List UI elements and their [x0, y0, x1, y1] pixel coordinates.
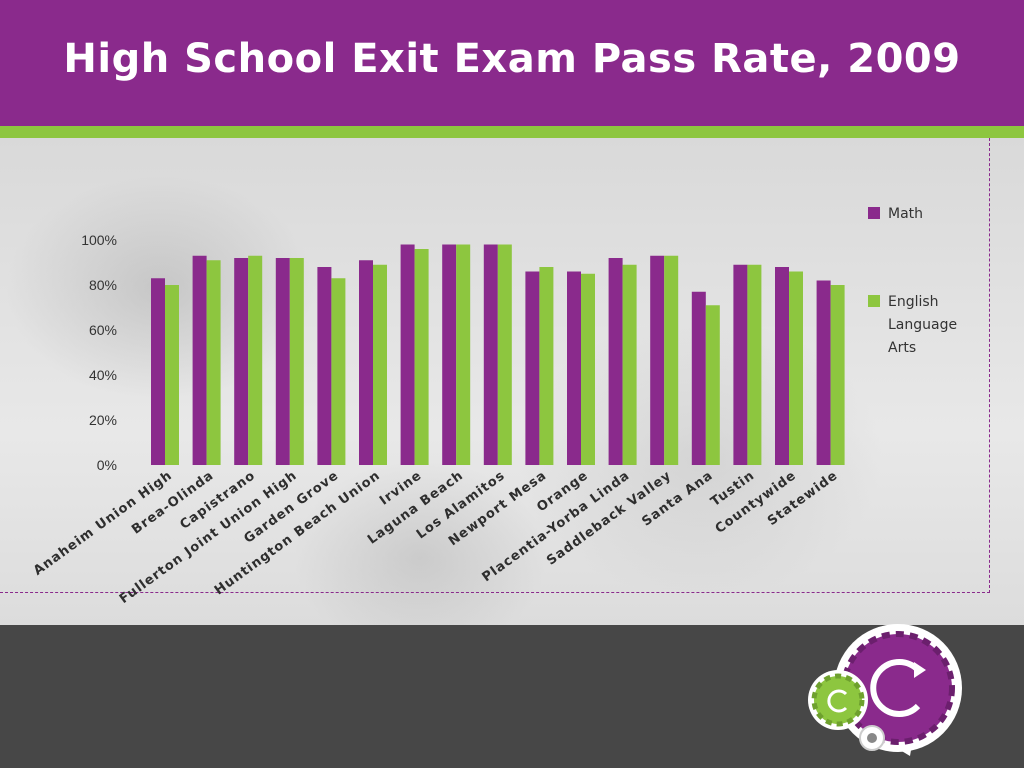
bar-ela-5: [373, 264, 387, 465]
bar-math-5: [359, 260, 373, 465]
bar-math-6: [400, 244, 415, 465]
bar-math-10: [567, 271, 581, 465]
bar-math-11: [608, 258, 623, 465]
y-tick-label: 80%: [89, 277, 117, 293]
bar-math-2: [234, 258, 249, 465]
bar-math-7: [442, 244, 457, 465]
bar-math-4: [317, 267, 332, 465]
small-gear-icon: [811, 673, 865, 727]
bar-ela-6: [414, 249, 429, 465]
bar-math-12: [650, 255, 665, 465]
bars: [151, 244, 845, 465]
bar-ela-11: [622, 264, 637, 465]
legend-label-ela-line2: Language: [888, 317, 958, 333]
gears-logo-icon: [808, 624, 962, 756]
bar-ela-10: [581, 273, 595, 465]
y-tick-label: 60%: [89, 322, 117, 338]
bar-ela-0: [165, 285, 179, 465]
y-tick-label: 0%: [97, 457, 117, 473]
bar-math-14: [733, 264, 748, 465]
x-axis-labels: Anaheim Union HighBrea-OlindaCapistranoF…: [31, 468, 841, 607]
bar-ela-14: [747, 264, 762, 465]
bar-math-8: [483, 244, 498, 465]
legend-swatch-math: [868, 207, 880, 219]
title-accent-stripe: [0, 126, 1024, 138]
bar-ela-12: [664, 255, 679, 465]
bar-ela-8: [497, 244, 512, 465]
bar-math-0: [151, 278, 165, 465]
legend-swatch-ela: [868, 295, 880, 307]
dashed-frame: [0, 138, 990, 593]
bar-math-3: [275, 258, 290, 465]
refresh-arrowhead-icon: [914, 662, 926, 678]
bar-math-1: [192, 255, 207, 465]
y-tick-label: 40%: [89, 367, 117, 383]
bar-ela-7: [456, 244, 471, 465]
y-tick-label: 100%: [81, 232, 117, 248]
legend-label-ela-line3: Arts: [888, 340, 917, 356]
legend-label-ela-line1: English: [888, 294, 939, 310]
bar-math-16: [816, 280, 831, 465]
bar-ela-9: [539, 267, 554, 465]
title-banner: High School Exit Exam Pass Rate, 2009: [0, 0, 1024, 126]
legend-label-math: Math: [888, 206, 924, 222]
bar-ela-15: [789, 271, 803, 465]
bar-math-15: [775, 267, 789, 465]
bar-ela-13: [705, 305, 720, 465]
bar-ela-1: [206, 260, 221, 465]
refresh-arrow-icon: [870, 659, 921, 717]
bar-ela-16: [830, 285, 845, 465]
y-axis: 0% 20% 40% 60% 80% 100%: [81, 232, 117, 473]
bar-ela-3: [289, 258, 304, 465]
bar-ela-4: [331, 278, 346, 465]
bar-ela-2: [248, 255, 263, 465]
bar-math-9: [525, 271, 540, 465]
y-tick-label: 20%: [89, 412, 117, 428]
x-category-label: Santa Ana: [639, 468, 716, 530]
slide-title: High School Exit Exam Pass Rate, 2009: [63, 36, 961, 82]
bar-math-13: [691, 291, 706, 465]
